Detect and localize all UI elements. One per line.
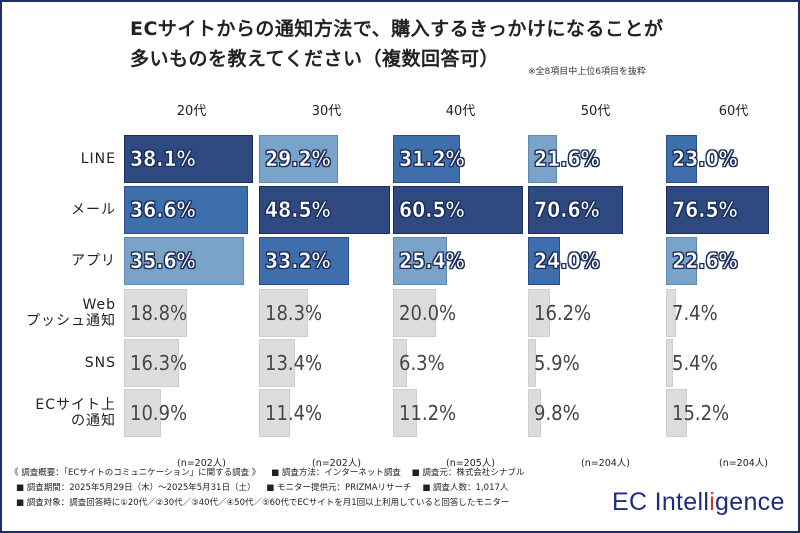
ec-intelligence-logo: EC Intelligence bbox=[612, 488, 785, 516]
sample-size-label: (n=204人) bbox=[718, 458, 769, 469]
data-label: 11.2% bbox=[399, 401, 457, 425]
bar bbox=[393, 135, 460, 183]
data-label: 35.6% bbox=[130, 249, 196, 274]
data-label: 36.6% bbox=[130, 198, 196, 223]
data-label: 16.2% bbox=[534, 301, 592, 325]
data-label: 70.6% bbox=[534, 198, 600, 223]
title-line-1: ECサイトからの通知方法で、購入するきっかけになることが bbox=[130, 18, 664, 40]
data-label: 25.4% bbox=[399, 249, 465, 274]
data-label: 33.2% bbox=[265, 249, 331, 274]
bar bbox=[124, 339, 179, 387]
bar bbox=[259, 339, 296, 387]
bar bbox=[528, 186, 624, 234]
footer-line-1: 《 調査概要：「ECサイトのコミュニケーション」に関する調査 》 ■ 調査方法：… bbox=[10, 466, 524, 478]
bar bbox=[259, 389, 290, 437]
row-label-line: プッシュ通知 bbox=[26, 313, 116, 329]
data-label: 13.4% bbox=[265, 351, 323, 375]
bar bbox=[528, 389, 542, 437]
sample-size-label: (n=202人) bbox=[176, 458, 227, 469]
data-label: 21.6% bbox=[534, 147, 600, 172]
sample-size-label: (n=204人) bbox=[580, 458, 631, 469]
bar bbox=[528, 237, 561, 285]
row-label: メール bbox=[12, 186, 116, 234]
bar bbox=[666, 389, 687, 437]
row-label: LINE bbox=[12, 135, 116, 183]
bar bbox=[666, 339, 674, 387]
bar bbox=[528, 135, 558, 183]
bar bbox=[124, 237, 245, 285]
survey-target: ■ 調査対象：調査回答時に①20代／②30代／③40代／④50代／⑤60代でEC… bbox=[16, 498, 510, 508]
data-label: 15.2% bbox=[672, 401, 730, 425]
survey-method: ■ 調査方法：インターネット調査 bbox=[271, 468, 401, 478]
bar bbox=[666, 289, 676, 337]
bar bbox=[393, 389, 417, 437]
data-label: 11.4% bbox=[265, 401, 323, 425]
bar bbox=[666, 135, 698, 183]
data-label: 48.5% bbox=[265, 198, 331, 223]
chart-title: ECサイトからの通知方法で、購入するきっかけになることが 多いものを教えてくださ… bbox=[130, 14, 663, 74]
column-header: 60代 bbox=[718, 104, 749, 119]
data-label: 18.3% bbox=[265, 301, 323, 325]
sample-size-label: (n=205人) bbox=[445, 458, 496, 469]
monitor-provider: ■ モニター提供元：PRIZMAリサーチ bbox=[266, 483, 412, 493]
bar bbox=[393, 339, 407, 387]
bar bbox=[124, 186, 248, 234]
bar bbox=[528, 339, 536, 387]
row-label: SNS bbox=[12, 339, 116, 387]
bar bbox=[124, 289, 188, 337]
row-label-line: Web bbox=[82, 297, 116, 313]
bar bbox=[528, 289, 550, 337]
data-label: 6.3% bbox=[399, 351, 445, 375]
data-label: 5.4% bbox=[672, 351, 718, 375]
column-header: 50代 bbox=[580, 104, 611, 119]
data-label: 29.2% bbox=[265, 147, 331, 172]
row-label: アプリ bbox=[12, 237, 116, 285]
bar bbox=[666, 237, 697, 285]
data-label: 60.5% bbox=[399, 198, 465, 223]
data-label: 9.8% bbox=[534, 401, 580, 425]
row-label-line: LINE bbox=[80, 151, 116, 167]
footer-line-2: ■ 調査期間：2025年5月29日（木）～2025年5月31日（土） ■ モニタ… bbox=[16, 481, 508, 493]
data-label: 20.0% bbox=[399, 301, 457, 325]
bar bbox=[259, 186, 390, 234]
data-label: 76.5% bbox=[672, 198, 738, 223]
data-label: 38.1% bbox=[130, 147, 196, 172]
data-label: 31.2% bbox=[399, 147, 465, 172]
survey-period: ■ 調査期間：2025年5月29日（木）～2025年5月31日（土） bbox=[16, 483, 256, 493]
bar bbox=[259, 135, 338, 183]
data-label: 7.4% bbox=[672, 301, 718, 325]
data-label: 24.0% bbox=[534, 249, 600, 274]
bar bbox=[393, 237, 448, 285]
data-label: 18.8% bbox=[130, 301, 188, 325]
note-text: ※全8項目中上位6項目を抜粋 bbox=[528, 67, 646, 77]
data-label: 16.3% bbox=[130, 351, 188, 375]
bar bbox=[124, 135, 253, 183]
survey-count: ■ 調査人数：1,017人 bbox=[422, 483, 509, 493]
column-header: 30代 bbox=[311, 104, 342, 119]
row-label-line: ECサイト上 bbox=[35, 397, 116, 413]
sample-size-label: (n=202人) bbox=[311, 458, 362, 469]
survey-source: ■ 調査元：株式会社シナブル bbox=[411, 468, 525, 478]
data-label: 23.0% bbox=[672, 147, 738, 172]
title-line-2: 多いものを教えてください（複数回答可） bbox=[130, 48, 499, 70]
row-label-line: の通知 bbox=[71, 413, 116, 429]
bar bbox=[666, 186, 770, 234]
data-label: 10.9% bbox=[130, 401, 188, 425]
bar bbox=[393, 289, 436, 337]
data-label: 22.6% bbox=[672, 249, 738, 274]
row-label: Web プッシュ通知 bbox=[12, 289, 116, 337]
bar bbox=[259, 237, 349, 285]
bar bbox=[259, 289, 309, 337]
bar bbox=[124, 389, 161, 437]
survey-overview: 《 調査概要：「ECサイトのコミュニケーション」に関する調査 》 bbox=[10, 468, 261, 478]
row-label-line: SNS bbox=[84, 355, 116, 371]
row-label-line: アプリ bbox=[71, 253, 116, 269]
column-header: 20代 bbox=[176, 104, 207, 119]
row-label-line: メール bbox=[71, 202, 116, 218]
row-label: ECサイト上 の通知 bbox=[12, 389, 116, 437]
data-label: 5.9% bbox=[534, 351, 580, 375]
bar bbox=[393, 186, 523, 234]
column-header: 40代 bbox=[445, 104, 476, 119]
